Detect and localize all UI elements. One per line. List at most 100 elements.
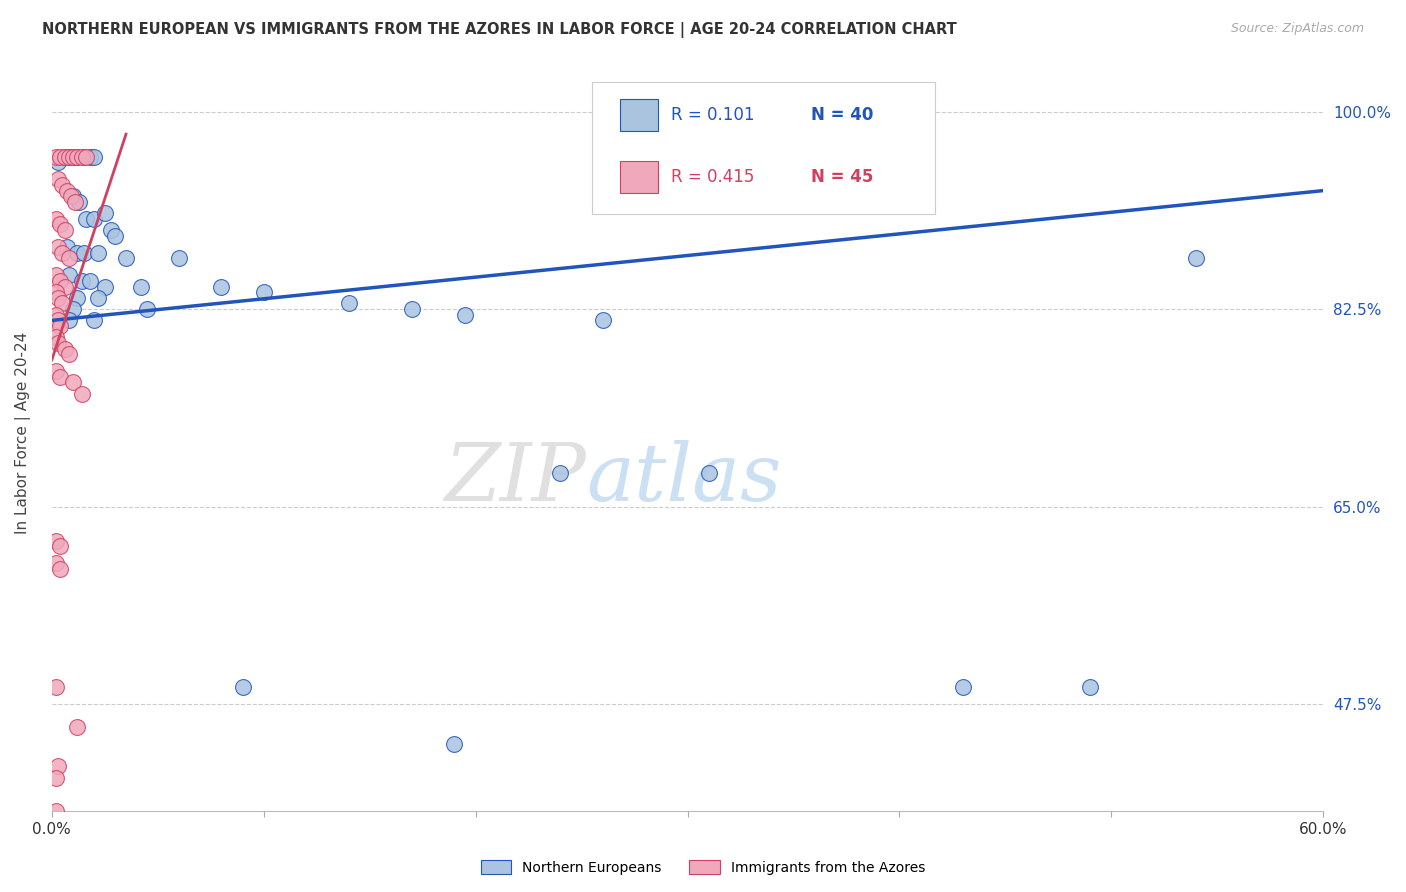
Point bbox=[53, 342, 76, 356]
Text: R = 0.101: R = 0.101 bbox=[671, 106, 755, 124]
Point bbox=[45, 771, 67, 785]
Point bbox=[66, 150, 89, 164]
Point bbox=[697, 466, 720, 480]
Point bbox=[49, 150, 72, 164]
Point bbox=[63, 194, 86, 209]
Point bbox=[1078, 680, 1101, 694]
Text: Source: ZipAtlas.com: Source: ZipAtlas.com bbox=[1230, 22, 1364, 36]
Point bbox=[75, 211, 97, 226]
Point bbox=[79, 274, 101, 288]
Point bbox=[253, 285, 276, 300]
FancyBboxPatch shape bbox=[592, 81, 935, 214]
Point bbox=[45, 533, 67, 548]
Point bbox=[49, 319, 72, 334]
Point bbox=[115, 252, 138, 266]
Point bbox=[46, 240, 69, 254]
Point bbox=[49, 218, 72, 232]
Point bbox=[45, 805, 67, 819]
Point bbox=[66, 245, 89, 260]
Text: R = 0.415: R = 0.415 bbox=[671, 168, 755, 186]
Point bbox=[83, 211, 105, 226]
Point bbox=[401, 302, 423, 317]
Point bbox=[45, 285, 67, 300]
Point bbox=[58, 347, 80, 361]
Point bbox=[62, 302, 84, 317]
Point bbox=[136, 302, 159, 317]
Text: ZIP: ZIP bbox=[444, 440, 586, 517]
Point bbox=[83, 313, 105, 327]
Point bbox=[58, 313, 80, 327]
Point bbox=[952, 680, 974, 694]
Point bbox=[53, 150, 76, 164]
Bar bbox=[620, 161, 658, 193]
Point bbox=[58, 150, 80, 164]
Point bbox=[232, 680, 254, 694]
Point bbox=[46, 291, 69, 305]
Point bbox=[72, 150, 94, 164]
Point bbox=[550, 466, 572, 480]
Y-axis label: In Labor Force | Age 20-24: In Labor Force | Age 20-24 bbox=[15, 332, 31, 534]
Point bbox=[94, 279, 117, 293]
Point bbox=[46, 336, 69, 351]
Point bbox=[87, 291, 110, 305]
Point bbox=[75, 150, 97, 164]
Point bbox=[72, 245, 94, 260]
Point bbox=[53, 223, 76, 237]
Point bbox=[46, 172, 69, 186]
Point bbox=[45, 150, 67, 164]
Point bbox=[49, 562, 72, 576]
Point bbox=[55, 184, 77, 198]
Point bbox=[100, 223, 122, 237]
Text: N = 45: N = 45 bbox=[811, 168, 873, 186]
Point bbox=[53, 150, 76, 164]
Point bbox=[45, 268, 67, 283]
Point bbox=[59, 189, 82, 203]
Point bbox=[51, 178, 73, 192]
Point bbox=[62, 189, 84, 203]
Point bbox=[67, 194, 90, 209]
Point bbox=[51, 245, 73, 260]
Legend: Northern Europeans, Immigrants from the Azores: Northern Europeans, Immigrants from the … bbox=[475, 855, 931, 880]
Point bbox=[70, 274, 93, 288]
Point bbox=[94, 206, 117, 220]
Point bbox=[58, 252, 80, 266]
Point bbox=[45, 364, 67, 378]
Point bbox=[1185, 252, 1208, 266]
Point bbox=[49, 274, 72, 288]
Point bbox=[62, 150, 84, 164]
Point bbox=[45, 308, 67, 322]
Point bbox=[337, 296, 360, 310]
Point bbox=[62, 150, 84, 164]
Point bbox=[70, 386, 93, 401]
Point bbox=[83, 150, 105, 164]
Bar bbox=[620, 99, 658, 131]
Point bbox=[58, 268, 80, 283]
Point bbox=[53, 279, 76, 293]
Point bbox=[66, 720, 89, 734]
Point bbox=[209, 279, 232, 293]
Point bbox=[167, 252, 190, 266]
Text: atlas: atlas bbox=[586, 440, 782, 517]
Text: N = 40: N = 40 bbox=[811, 106, 873, 124]
Point bbox=[79, 150, 101, 164]
Point bbox=[46, 155, 69, 169]
Point bbox=[87, 245, 110, 260]
Point bbox=[58, 150, 80, 164]
Point bbox=[46, 759, 69, 773]
Point bbox=[45, 211, 67, 226]
Point bbox=[49, 539, 72, 553]
Point bbox=[129, 279, 152, 293]
Text: NORTHERN EUROPEAN VS IMMIGRANTS FROM THE AZORES IN LABOR FORCE | AGE 20-24 CORRE: NORTHERN EUROPEAN VS IMMIGRANTS FROM THE… bbox=[42, 22, 957, 38]
Point bbox=[592, 313, 614, 327]
Point bbox=[66, 291, 89, 305]
Point bbox=[45, 330, 67, 344]
Point bbox=[66, 150, 89, 164]
Point bbox=[454, 308, 477, 322]
Point bbox=[45, 556, 67, 570]
Point bbox=[45, 680, 67, 694]
Point bbox=[49, 369, 72, 384]
Point bbox=[443, 737, 465, 751]
Point bbox=[51, 296, 73, 310]
Point bbox=[104, 228, 127, 243]
Point bbox=[46, 313, 69, 327]
